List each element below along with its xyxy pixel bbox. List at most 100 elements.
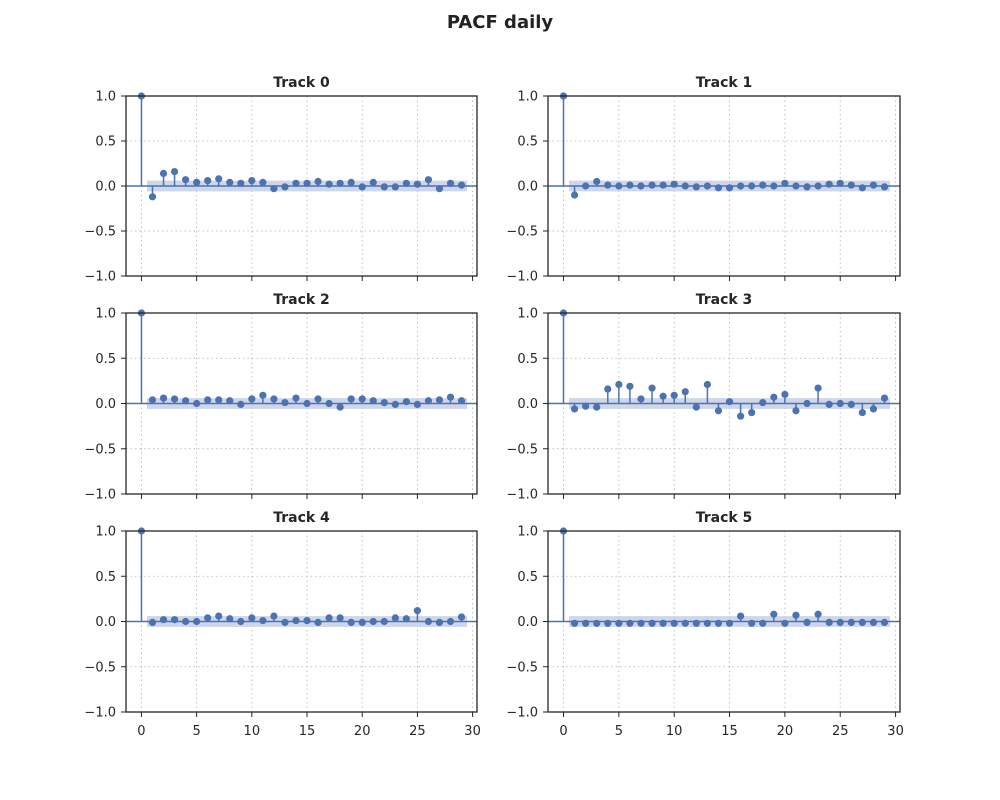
stem-marker [303, 399, 311, 408]
y-tick-label: 1.0 [517, 307, 538, 322]
stem-marker [825, 618, 833, 627]
y-tick-label: −1.0 [506, 706, 538, 721]
stem-marker [836, 618, 844, 627]
stem-marker [314, 177, 322, 186]
stem-marker [259, 391, 267, 399]
stem-marker [714, 619, 723, 627]
x-tick-label: 5 [615, 724, 623, 739]
stem-marker [402, 615, 410, 623]
stem-marker [148, 618, 157, 627]
x-tick-label: 15 [299, 724, 316, 739]
stem-marker [182, 617, 190, 626]
stem-marker [737, 412, 745, 420]
stem-marker [703, 182, 711, 190]
stem-marker [226, 397, 234, 405]
stem-marker [248, 395, 256, 403]
stem-marker [336, 179, 344, 187]
y-tick-label: 0.5 [95, 352, 116, 367]
stem-marker [748, 182, 756, 190]
stem-marker [725, 184, 734, 192]
stem-marker [880, 618, 889, 627]
stem-marker [159, 394, 168, 402]
stem-marker [358, 395, 366, 403]
stem-marker [615, 380, 623, 389]
stem-marker [847, 400, 855, 409]
x-tick-label: 20 [354, 724, 371, 739]
panel-title: Track 1 [696, 75, 753, 91]
stem-marker [391, 614, 399, 622]
stem-marker [759, 619, 767, 627]
stem-marker [292, 179, 300, 187]
stem-marker [424, 617, 433, 626]
stem-marker [648, 384, 656, 392]
stem-marker [803, 399, 811, 408]
y-tick-label: −1.0 [506, 270, 538, 285]
stem-marker [770, 182, 778, 190]
stem-marker [692, 183, 700, 191]
y-tick-label: −0.5 [84, 442, 116, 457]
stem-marker [446, 179, 455, 187]
stem-marker [670, 391, 678, 399]
stem-marker [858, 184, 866, 192]
stem-marker [325, 180, 333, 188]
stem-marker [402, 179, 410, 187]
stem-marker [446, 617, 455, 626]
stem-marker [248, 614, 256, 622]
stem-marker [692, 403, 700, 411]
stem-marker [659, 619, 667, 627]
y-tick-label: −1.0 [506, 488, 538, 503]
stem-marker [215, 612, 223, 620]
stem-marker [781, 179, 789, 187]
stem-marker [270, 185, 278, 193]
stem-marker [369, 397, 377, 405]
stem-marker [446, 393, 455, 401]
stem-marker [413, 607, 421, 615]
stem-marker [792, 182, 800, 190]
stem-marker [692, 619, 700, 627]
y-tick-label: 0.5 [95, 135, 116, 150]
stem-marker [259, 178, 267, 186]
stem-marker [593, 619, 601, 627]
stem-marker [237, 400, 245, 409]
y-tick-label: −1.0 [84, 488, 116, 503]
y-tick-label: 0.0 [517, 397, 538, 412]
stem-marker [781, 619, 789, 627]
stem-marker [670, 180, 678, 188]
stem-marker [847, 618, 855, 627]
y-tick-label: 0.5 [517, 135, 538, 150]
stem-marker [593, 177, 601, 186]
stem-marker [281, 183, 289, 191]
stem-marker [681, 182, 689, 190]
stem-marker [648, 181, 656, 189]
y-tick-label: −1.0 [84, 270, 116, 285]
stem-marker [670, 619, 678, 627]
stem-marker [803, 618, 811, 627]
stem-marker [204, 177, 212, 185]
stem-marker [770, 393, 778, 401]
stem-marker [814, 182, 822, 190]
stem-marker [648, 619, 656, 627]
x-tick-label: 15 [721, 724, 738, 739]
stem-marker [457, 181, 466, 189]
stem-marker [248, 177, 256, 185]
x-tick-label: 10 [244, 724, 261, 739]
stem-marker [681, 388, 689, 396]
stem-marker [681, 619, 689, 627]
stem-marker [659, 181, 667, 189]
stem-marker [570, 405, 579, 413]
panel-title: Track 2 [273, 292, 330, 308]
stem-marker [435, 185, 444, 193]
stem-marker [336, 614, 344, 622]
figure-title: PACF daily [446, 12, 554, 33]
y-tick-label: 1.0 [95, 90, 116, 105]
stem-marker [380, 617, 388, 626]
stem-marker [858, 408, 866, 417]
stem-marker [303, 616, 311, 625]
y-tick-label: 0.5 [517, 570, 538, 585]
stem-marker [303, 179, 311, 187]
stem-marker [314, 618, 322, 627]
stem-marker [748, 619, 756, 627]
stem-marker [582, 402, 590, 410]
stem-marker [170, 168, 179, 176]
stem-marker [435, 396, 444, 404]
